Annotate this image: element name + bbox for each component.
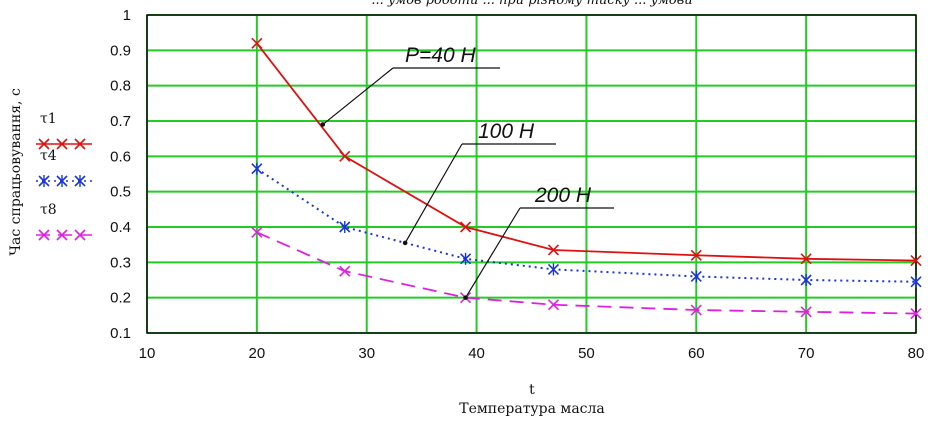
series-point-1 (339, 150, 351, 162)
y-tick-label: 0.2 (110, 290, 131, 307)
annotation-leader (465, 207, 521, 298)
annotation-dot (320, 122, 326, 127)
annotation-label: 200 H (534, 184, 592, 207)
x-tick-label: 30 (358, 345, 375, 362)
legend-marker-2 (74, 175, 86, 187)
legend: τ1 τ4 τ8 (36, 111, 92, 241)
legend-marker-1 (74, 138, 86, 150)
legend-marker-1 (56, 138, 68, 150)
legend-label-2: τ4 (40, 148, 57, 164)
legend-marker-2 (56, 175, 68, 187)
chart-top-text: ... умов роботи ... при різному тиску ..… (371, 0, 692, 8)
y-tick-label: 0.1 (110, 325, 131, 342)
plot-frame (146, 14, 917, 334)
series-point-2 (910, 275, 922, 288)
series-point-1 (460, 221, 472, 233)
series-point-2 (547, 263, 560, 276)
annotation-dot (463, 295, 468, 300)
annotation-dot (402, 240, 408, 246)
legend-label-1: τ1 (40, 111, 57, 127)
y-tick-label: 0.7 (110, 113, 131, 130)
y-axis-label: Час спрацьовування, с (8, 88, 24, 256)
series-point-3 (910, 308, 922, 320)
series-point-3 (800, 306, 812, 318)
y-tick-label: 0.8 (110, 78, 131, 95)
x-axis-label: Температура масла (459, 401, 605, 417)
legend-marker-3 (74, 229, 86, 241)
x-tick-label: 70 (798, 345, 815, 362)
series-point-3 (251, 226, 263, 238)
y-tick-label: 0.9 (110, 42, 131, 59)
x-tick-label: 10 (139, 345, 156, 362)
series-point-2 (339, 221, 351, 233)
legend-marker-3 (38, 229, 50, 241)
series-group (251, 37, 922, 320)
x-tick-label: 80 (908, 345, 925, 362)
y-tick-label: 0.4 (110, 219, 131, 236)
series-point-1 (251, 37, 263, 49)
legend-marker-2 (38, 175, 50, 187)
series-point-1 (547, 244, 560, 256)
legend-label-3: τ8 (40, 202, 57, 218)
x-tick-label: 50 (578, 345, 595, 362)
series-point-2 (800, 274, 812, 286)
series-point-3 (339, 265, 351, 277)
series-point-2 (460, 252, 472, 265)
series-point-1 (690, 249, 702, 261)
grid (146, 14, 917, 334)
x-axis-symbol: t (529, 382, 535, 398)
x-tick-label: 40 (468, 345, 485, 362)
y-tick-label: 0.5 (110, 184, 131, 201)
annotation-leader (404, 143, 463, 244)
annotation-leader (322, 67, 394, 126)
x-tick-label: 60 (688, 345, 705, 362)
y-tick-label: 1 (123, 7, 131, 24)
plot-border (146, 14, 917, 334)
legend-marker-3 (56, 229, 68, 241)
legend-marker-1 (38, 138, 50, 150)
series-point-2 (251, 162, 263, 175)
series-point-2 (690, 270, 702, 283)
series-point-3 (690, 304, 702, 316)
x-axis-ticks: 10 20 30 40 50 60 70 80 (139, 345, 925, 362)
series-point-1 (910, 255, 922, 267)
annotation-label: 100 H (478, 120, 535, 143)
x-tick-label: 20 (249, 345, 266, 362)
annotations: P=40 H 100 H 200 H (320, 44, 614, 300)
y-tick-label: 0.3 (110, 254, 131, 271)
y-tick-label: 0.6 (110, 148, 131, 165)
series-point-1 (800, 253, 812, 265)
y-axis-ticks: 0.1 0.2 0.3 0.4 0.5 0.6 0.7 0.8 0.9 1 (110, 7, 131, 342)
series-point-3 (547, 299, 560, 311)
annotation-label: P=40 H (405, 44, 476, 67)
